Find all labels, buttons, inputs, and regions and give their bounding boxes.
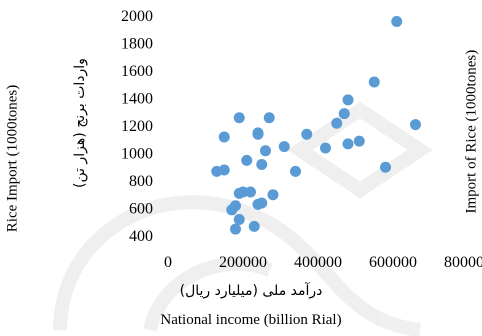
data-point — [267, 189, 279, 201]
data-point — [410, 119, 421, 131]
y-tick-label: 1800 — [121, 36, 153, 53]
data-points — [211, 16, 421, 235]
x-axis-ticks: 0 200000 400000 600000 800000 — [164, 254, 482, 271]
data-point — [256, 197, 268, 209]
data-point — [230, 223, 241, 235]
data-point — [230, 200, 241, 212]
data-point — [353, 135, 365, 147]
y-tick-label: 400 — [129, 228, 153, 245]
data-point — [320, 142, 331, 154]
x-tick-label: 400000 — [294, 254, 342, 271]
y-tick-label: 2000 — [121, 8, 153, 25]
data-point — [245, 186, 256, 198]
y-axis-label-persian: واردات برنج (هزار تن) — [72, 58, 88, 188]
x-tick-label: 600000 — [369, 254, 417, 271]
data-point — [278, 141, 290, 153]
data-point — [338, 108, 350, 120]
data-point — [233, 112, 245, 124]
y-axis-label-right: Import of Rice (1000tones) — [463, 49, 480, 214]
y-axis-ticks: 400 600 800 1000 1200 1400 1600 1800 2000 — [121, 8, 153, 245]
x-tick-label: 200000 — [219, 254, 267, 271]
data-point — [233, 214, 245, 225]
data-point — [248, 220, 260, 232]
y-tick-label: 600 — [129, 201, 153, 218]
y-tick-label: 1200 — [121, 118, 153, 135]
y-tick-label: 1600 — [121, 63, 153, 80]
data-point — [218, 131, 230, 143]
data-point — [241, 154, 253, 166]
y-tick-label: 800 — [129, 173, 153, 190]
data-point — [252, 127, 264, 139]
data-point — [342, 94, 354, 106]
y-tick-label: 1000 — [121, 146, 153, 163]
x-tick-label: 800000 — [444, 254, 482, 271]
data-point — [301, 128, 313, 140]
y-axis-label: Rice Import (1000tones) — [4, 84, 21, 233]
data-point — [290, 165, 301, 177]
data-point — [380, 161, 391, 173]
data-point — [263, 112, 275, 124]
data-point — [368, 76, 380, 88]
data-point — [342, 138, 354, 150]
x-axis-label: National income (billion Rial) — [160, 312, 342, 328]
data-point — [331, 117, 343, 129]
y-tick-label: 1400 — [121, 91, 153, 108]
data-point — [391, 16, 403, 27]
data-point — [218, 164, 230, 176]
x-axis-label-persian: درآمد ملی (میلیارد ریال) — [179, 283, 323, 299]
data-point — [260, 145, 271, 157]
data-point — [256, 159, 268, 170]
x-tick-label: 0 — [164, 254, 172, 271]
